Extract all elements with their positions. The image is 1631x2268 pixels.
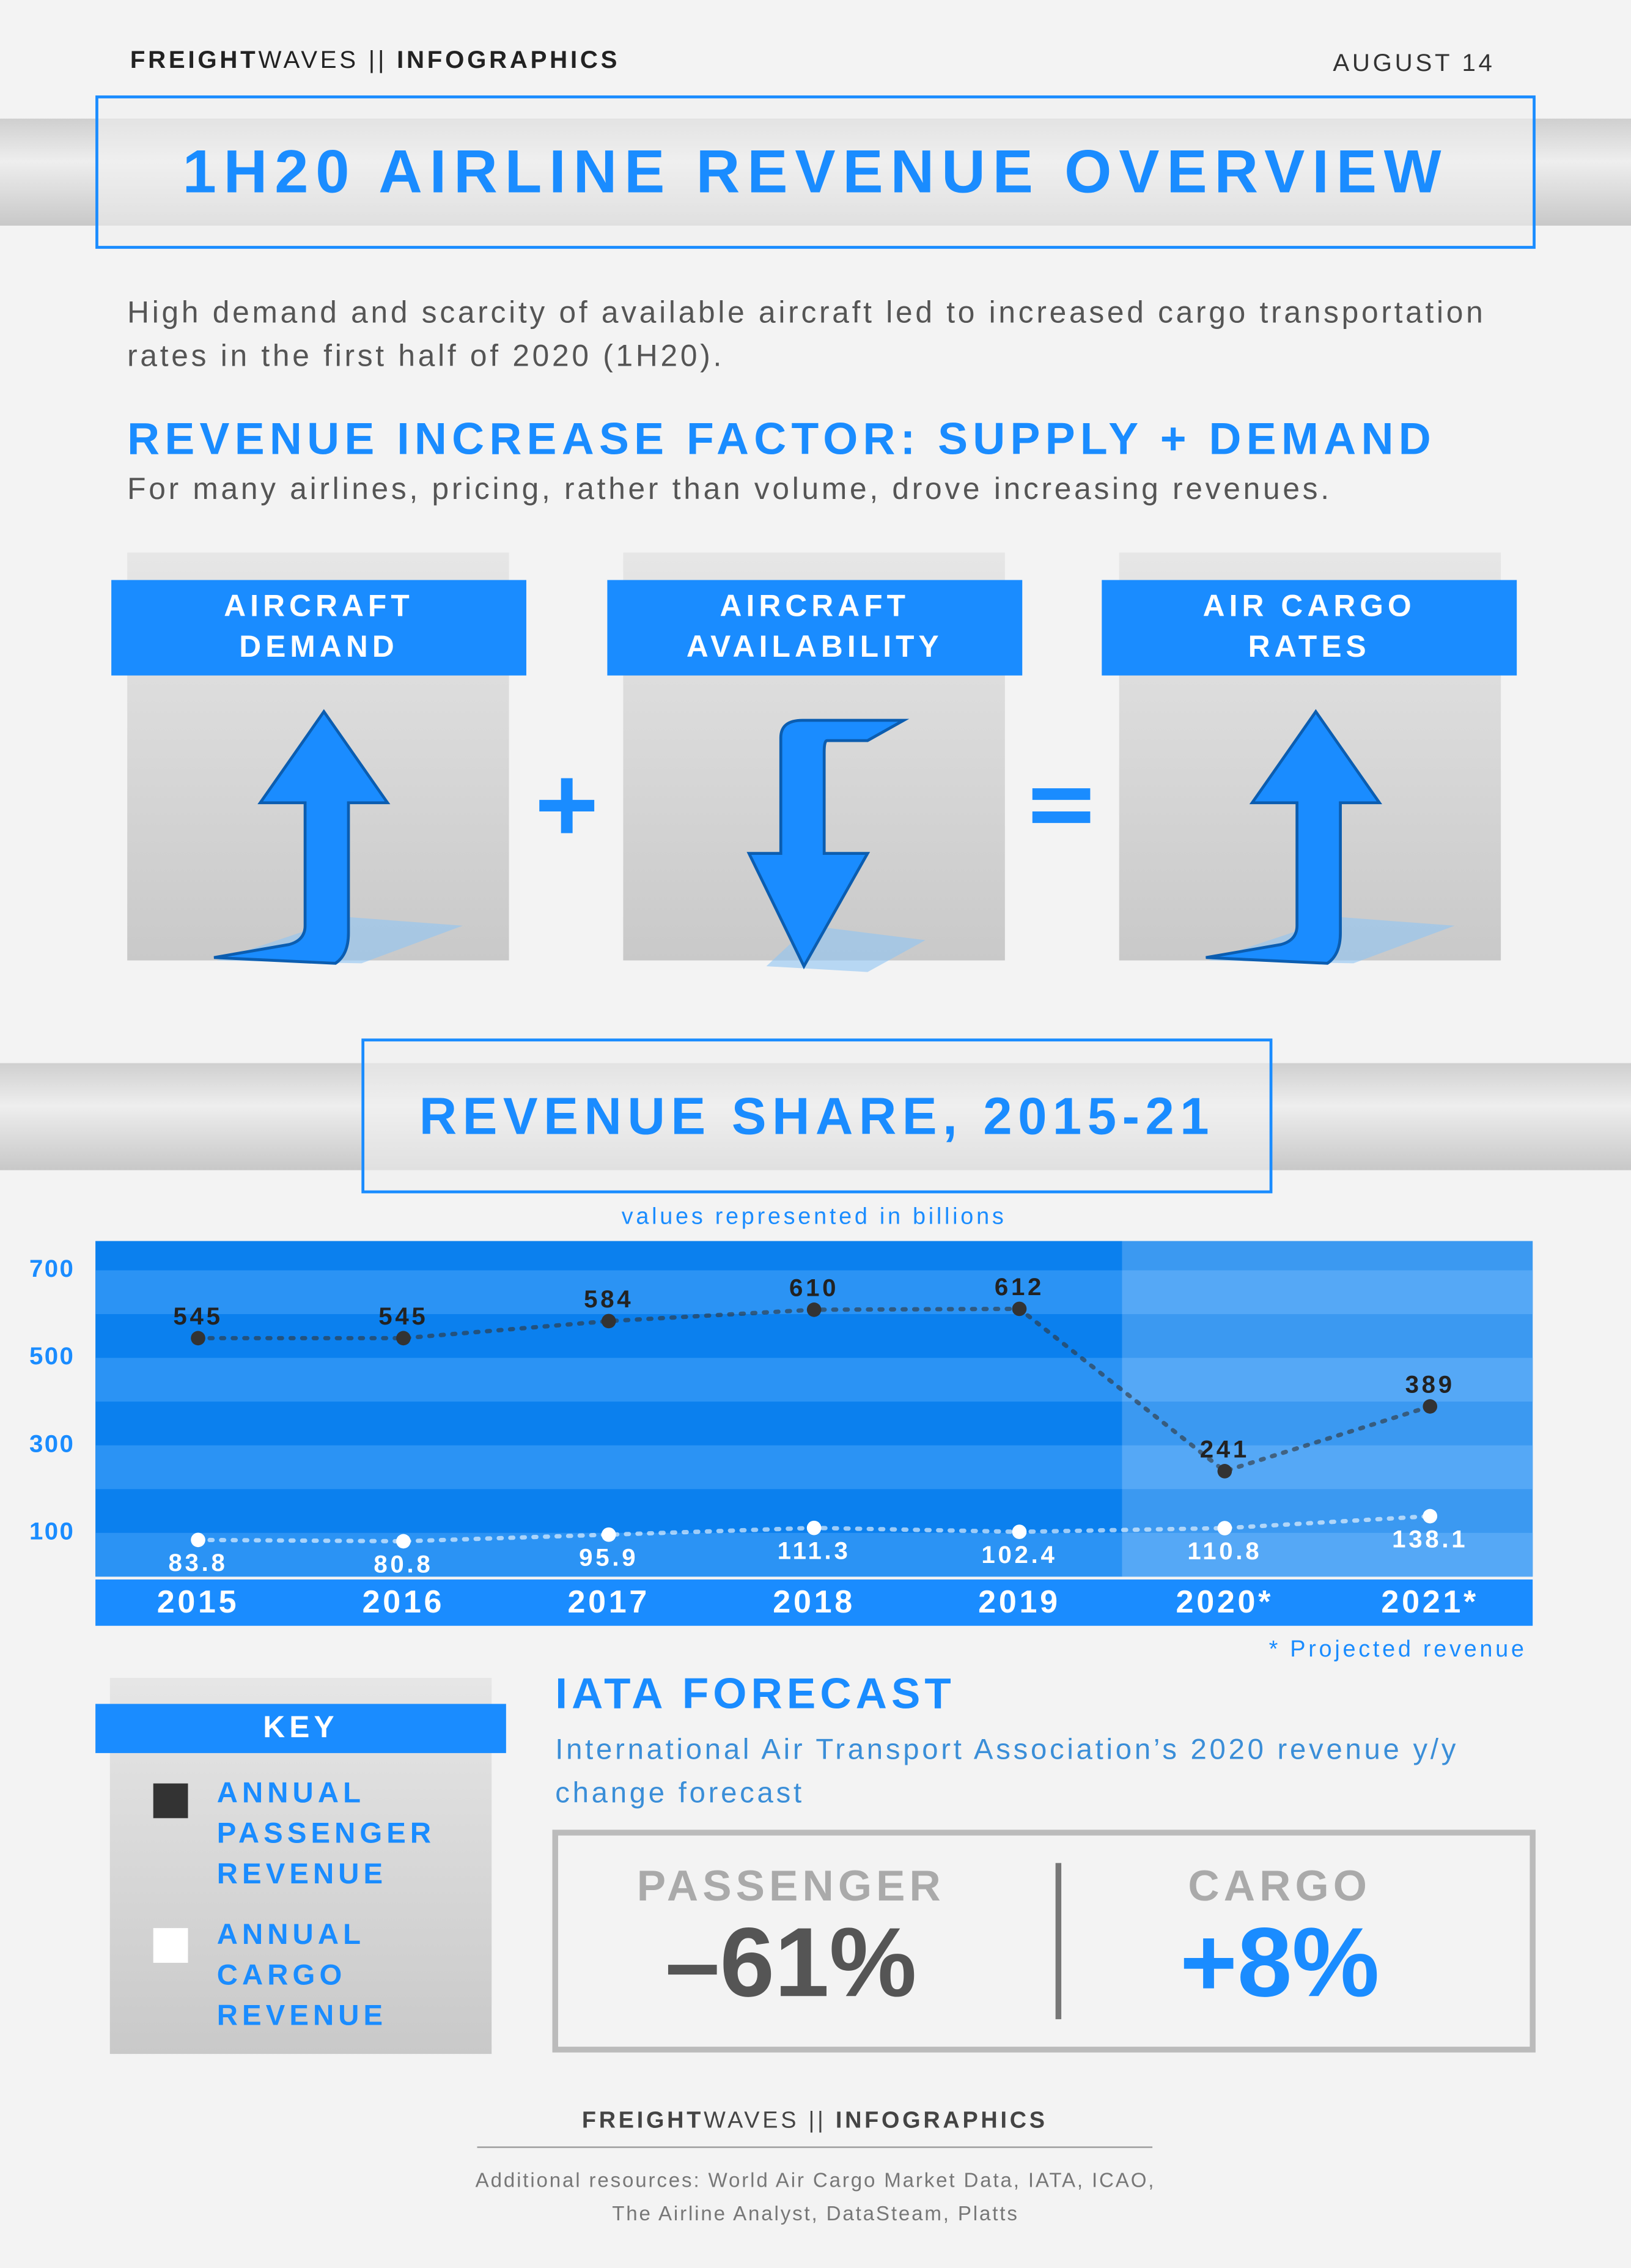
legend-title: KEY xyxy=(95,1704,506,1753)
separator: || xyxy=(808,2108,827,2134)
value-label: 545 xyxy=(378,1302,428,1330)
stripe xyxy=(95,1445,1533,1490)
factor-title: AIRCRAFT AVAILABILITY xyxy=(607,580,1023,676)
chart: 100 300 500 700 2015 2016 2017 2018 2019 2020* 202… xyxy=(29,1241,1533,1626)
point xyxy=(1217,1464,1232,1479)
value-label: 241 xyxy=(1200,1435,1250,1463)
footer-resources: Additional resources: World Air Cargo Ma… xyxy=(475,2168,1156,2225)
value-label: 111.3 xyxy=(778,1537,851,1565)
y-tick-label: 100 xyxy=(29,1517,75,1545)
factor-title-text: AIRCRAFT AVAILABILITY xyxy=(686,590,943,664)
separator: || xyxy=(368,46,388,74)
point xyxy=(191,1331,205,1346)
value-label: 80.8 xyxy=(374,1550,433,1578)
value-label: 612 xyxy=(995,1273,1044,1301)
arrow-up xyxy=(1206,709,1455,965)
legend-swatch xyxy=(153,1783,188,1819)
point xyxy=(396,1534,411,1549)
divider xyxy=(1055,1863,1062,2020)
chart-note: * Projected revenue xyxy=(1269,1636,1527,1662)
x-tick-label: 2016 xyxy=(363,1584,445,1620)
legend-swatch xyxy=(153,1928,188,1963)
value-label: 110.8 xyxy=(1187,1537,1262,1565)
brand-light: WAVES xyxy=(704,2108,800,2134)
point xyxy=(806,1520,822,1535)
forecast-box xyxy=(552,1830,1536,2053)
intro: High demand and scarcity of available ai… xyxy=(127,296,1486,374)
point xyxy=(806,1302,822,1317)
section: INFOGRAPHICS xyxy=(397,46,620,74)
point xyxy=(191,1532,205,1548)
footer-rule xyxy=(477,2146,1153,2148)
forecast-label: CARGO xyxy=(1188,1863,1372,1911)
brand-bold: FREIGHT xyxy=(581,2108,704,2134)
forecast-value: –61% xyxy=(665,1908,917,2018)
x-tick-label: 2018 xyxy=(773,1584,855,1620)
factor-title-text: AIRCRAFT DEMAND xyxy=(224,590,414,664)
plus-sign xyxy=(539,778,595,833)
y-tick-label: 500 xyxy=(29,1342,75,1370)
main-title: 1H20 AIRLINE REVENUE OVERVIEW xyxy=(95,95,1536,249)
point xyxy=(1012,1524,1027,1539)
stripe xyxy=(95,1357,1533,1402)
value-label: 102.4 xyxy=(981,1541,1057,1568)
legend-label: ANNUAL CARGO REVENUE xyxy=(216,1919,388,2033)
point xyxy=(1012,1301,1027,1317)
brand: FREIGHTWAVES || INFOGRAPHICS xyxy=(130,46,620,75)
arrow-down xyxy=(746,718,926,972)
factor-title-text: AIR CARGO RATES xyxy=(1202,590,1416,664)
chart-title: REVENUE SHARE, 2015-21 xyxy=(361,1038,1273,1194)
chart-subtitle: values represented in billions xyxy=(622,1204,1007,1230)
point xyxy=(396,1331,411,1346)
value-label: 545 xyxy=(173,1302,223,1330)
brand-light: WAVES xyxy=(258,46,359,74)
x-tick-label: 2017 xyxy=(567,1584,650,1620)
forecast-heading: IATA FORECAST xyxy=(555,1671,955,1719)
value-label: 389 xyxy=(1405,1371,1455,1398)
point xyxy=(1423,1399,1438,1414)
y-tick-label: 300 xyxy=(29,1430,75,1457)
value-label: 83.8 xyxy=(168,1549,227,1576)
equals-sign xyxy=(1032,788,1091,823)
value-label: 610 xyxy=(789,1274,839,1301)
forecast-label: PASSENGER xyxy=(636,1863,945,1911)
x-tick-label: 2021* xyxy=(1381,1584,1479,1620)
x-tick-label: 2015 xyxy=(157,1584,240,1620)
value-label: 584 xyxy=(584,1285,633,1313)
value-label: 138.1 xyxy=(1392,1525,1468,1553)
point xyxy=(1217,1521,1232,1535)
factors-subheading: For many airlines, pricing, rather than … xyxy=(127,473,1332,506)
projected-shade xyxy=(1122,1241,1533,1577)
date: AUGUST 14 xyxy=(1333,49,1495,77)
point xyxy=(601,1313,616,1329)
section: INFOGRAPHICS xyxy=(835,2108,1048,2134)
factors-heading: REVENUE INCREASE FACTOR: SUPPLY + DEMAND xyxy=(127,413,1436,465)
x-tick-label: 2020* xyxy=(1176,1584,1274,1620)
forecast-value: +8% xyxy=(1180,1908,1380,2018)
point xyxy=(601,1527,616,1542)
value-label: 95.9 xyxy=(579,1544,638,1572)
factor-title: AIR CARGO RATES xyxy=(1102,580,1517,676)
legend-label: ANNUAL PASSENGER REVENUE xyxy=(216,1778,436,1891)
forecast-description: International Air Transport Association’… xyxy=(555,1734,1459,1810)
footer-brand: FREIGHTWAVES || INFOGRAPHICS xyxy=(477,2109,1153,2135)
arrow-up xyxy=(213,709,463,965)
brand-bold: FREIGHT xyxy=(130,46,259,74)
year-band xyxy=(95,1579,1533,1626)
x-tick-label: 2019 xyxy=(978,1584,1061,1620)
point xyxy=(1423,1509,1438,1524)
y-tick-label: 700 xyxy=(29,1255,75,1282)
factor-title: AIRCRAFT DEMAND xyxy=(111,580,526,676)
